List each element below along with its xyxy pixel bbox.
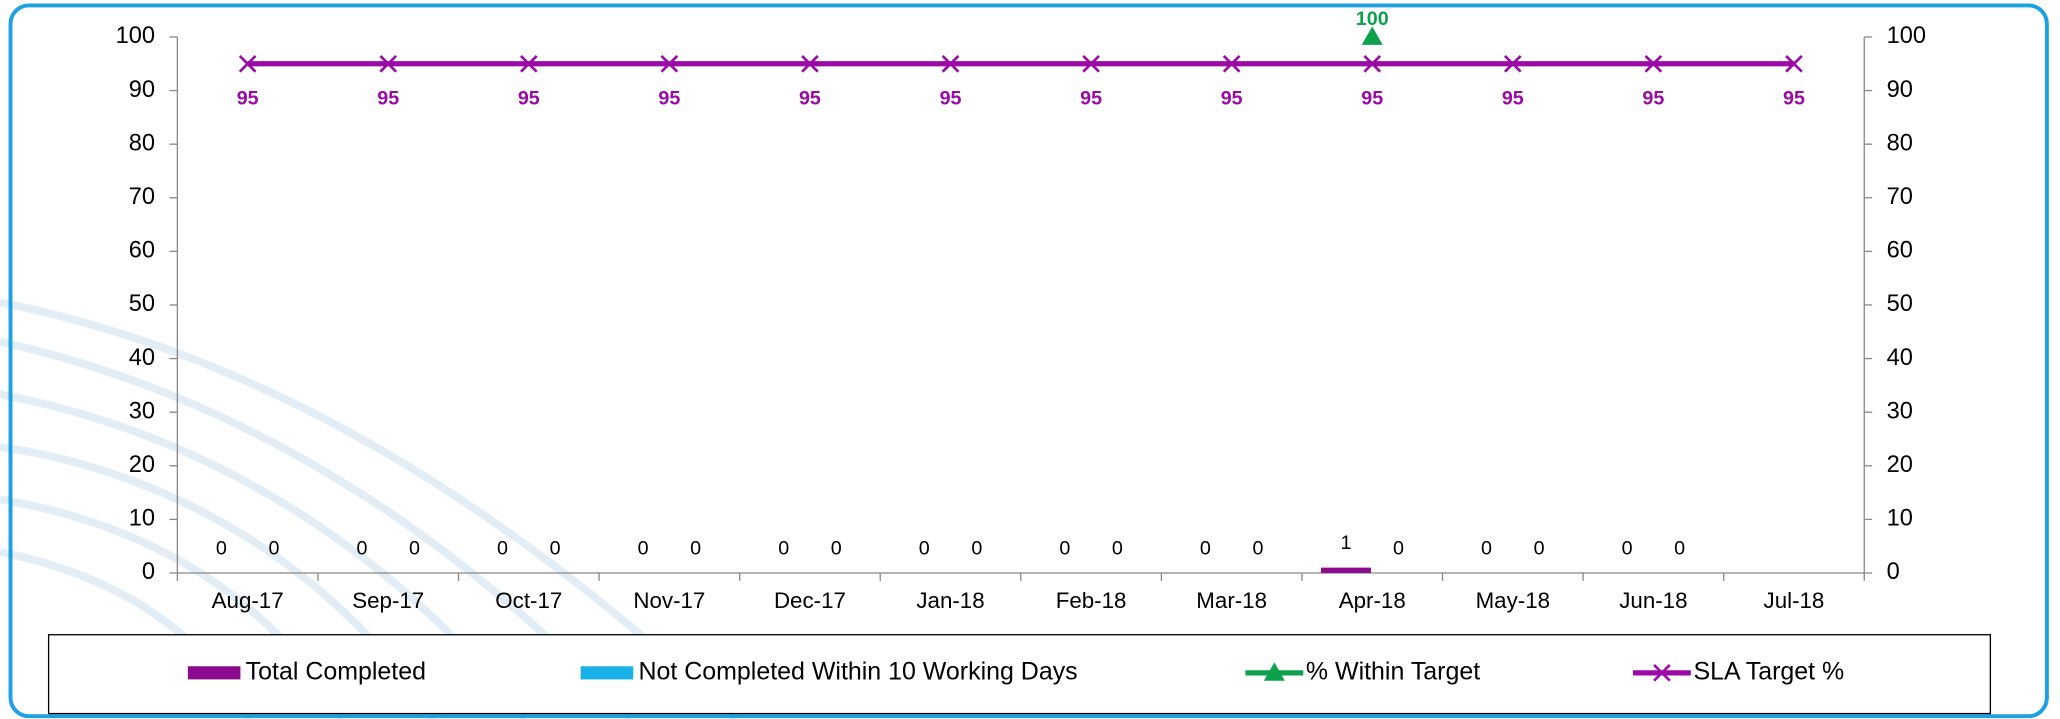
y2-tick-label: 50 bbox=[1887, 291, 1913, 317]
bar-value-label: 1 bbox=[1340, 532, 1351, 554]
legend-label: % Within Target bbox=[1306, 657, 1480, 685]
y-tick-label: 80 bbox=[129, 130, 155, 156]
legend-label: Total Completed bbox=[246, 657, 426, 685]
bar-value-label: 0 bbox=[409, 538, 420, 560]
y2-tick-label: 30 bbox=[1887, 398, 1913, 424]
x-tick-label: Apr-18 bbox=[1339, 588, 1406, 613]
y2-tick-label: 70 bbox=[1887, 184, 1913, 210]
y2-tick-label: 20 bbox=[1887, 452, 1913, 478]
point-value-label: 95 bbox=[1502, 87, 1524, 109]
y2-tick-label: 0 bbox=[1887, 559, 1900, 585]
bar-value-label: 0 bbox=[1059, 538, 1070, 560]
y-tick-label: 20 bbox=[129, 452, 155, 478]
legend-swatch bbox=[188, 666, 241, 679]
y-tick-label: 100 bbox=[116, 23, 155, 49]
point-value-label: 95 bbox=[799, 87, 821, 109]
point-value-label: 95 bbox=[1080, 87, 1102, 109]
x-tick-label: Jul-18 bbox=[1764, 588, 1825, 613]
bar-value-label: 0 bbox=[268, 538, 279, 560]
bar bbox=[1321, 568, 1371, 573]
point-value-label: 95 bbox=[518, 87, 540, 109]
bar-value-label: 0 bbox=[971, 538, 982, 560]
y2-tick-label: 60 bbox=[1887, 238, 1913, 264]
y-tick-label: 50 bbox=[129, 291, 155, 317]
y-tick-label: 60 bbox=[129, 238, 155, 264]
y2-tick-label: 100 bbox=[1887, 23, 1926, 49]
bar-value-label: 0 bbox=[216, 538, 227, 560]
x-tick-label: Jan-18 bbox=[916, 588, 984, 613]
bar-value-label: 0 bbox=[638, 538, 649, 560]
legend-label: Not Completed Within 10 Working Days bbox=[638, 657, 1077, 685]
point-value-label: 95 bbox=[1642, 87, 1664, 109]
legend-item: Not Completed Within 10 Working Days bbox=[581, 657, 1078, 685]
bar-value-label: 0 bbox=[1112, 538, 1123, 560]
y2-tick-label: 90 bbox=[1887, 77, 1913, 103]
bar-value-label: 0 bbox=[1200, 538, 1211, 560]
bar-value-label: 0 bbox=[1393, 538, 1404, 560]
point-value-label: 100 bbox=[1356, 8, 1389, 30]
x-tick-label: Dec-17 bbox=[774, 588, 846, 613]
bar-value-label: 0 bbox=[831, 538, 842, 560]
point-value-label: 95 bbox=[1783, 87, 1805, 109]
chart: 0102030405060708090100010203040506070809… bbox=[0, 0, 2060, 719]
x-tick-label: Mar-18 bbox=[1196, 588, 1267, 613]
x-tick-label: Nov-17 bbox=[633, 588, 705, 613]
x-tick-label: Jun-18 bbox=[1619, 588, 1687, 613]
y-tick-label: 30 bbox=[129, 398, 155, 424]
y-tick-label: 90 bbox=[129, 77, 155, 103]
y-tick-label: 40 bbox=[129, 345, 155, 371]
x-tick-label: Aug-17 bbox=[212, 588, 284, 613]
point-value-label: 95 bbox=[658, 87, 680, 109]
bar-value-label: 0 bbox=[919, 538, 930, 560]
point-value-label: 95 bbox=[1361, 87, 1383, 109]
point-value-label: 95 bbox=[940, 87, 962, 109]
x-tick-label: May-18 bbox=[1476, 588, 1550, 613]
bar-value-label: 0 bbox=[778, 538, 789, 560]
y2-tick-label: 10 bbox=[1887, 506, 1913, 532]
legend-swatch bbox=[581, 666, 634, 679]
y-tick-label: 0 bbox=[142, 559, 155, 585]
x-tick-label: Feb-18 bbox=[1056, 588, 1127, 613]
y2-tick-label: 40 bbox=[1887, 345, 1913, 371]
x-tick-label: Oct-17 bbox=[495, 588, 562, 613]
bar-value-label: 0 bbox=[497, 538, 508, 560]
y2-tick-label: 80 bbox=[1887, 130, 1913, 156]
frame bbox=[11, 5, 2047, 716]
bar-value-label: 0 bbox=[690, 538, 701, 560]
bar-value-label: 0 bbox=[1674, 538, 1685, 560]
x-tick-label: Sep-17 bbox=[352, 588, 424, 613]
bar-value-label: 0 bbox=[1252, 538, 1263, 560]
bar-value-label: 0 bbox=[1481, 538, 1492, 560]
point-value-label: 95 bbox=[1221, 87, 1243, 109]
bar-value-label: 0 bbox=[1534, 538, 1545, 560]
bar-value-label: 0 bbox=[1622, 538, 1633, 560]
point-value-label: 95 bbox=[237, 87, 259, 109]
point-value-label: 95 bbox=[377, 87, 399, 109]
y-tick-label: 10 bbox=[129, 506, 155, 532]
y-tick-label: 70 bbox=[129, 184, 155, 210]
bar-value-label: 0 bbox=[356, 538, 367, 560]
page: 0102030405060708090100010203040506070809… bbox=[0, 0, 2060, 719]
bar-value-label: 0 bbox=[550, 538, 561, 560]
legend-label: SLA Target % bbox=[1693, 657, 1844, 685]
